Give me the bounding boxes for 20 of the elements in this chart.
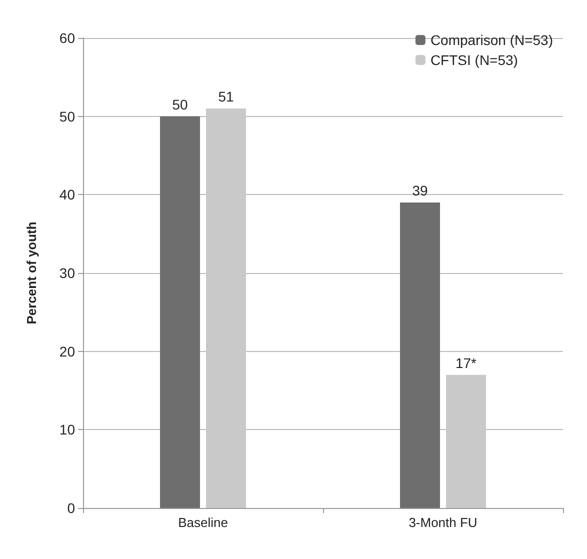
y-tick-label: 50 [59, 108, 76, 124]
x-tick-label: Baseline [178, 515, 228, 530]
data-label: 39 [412, 182, 428, 198]
y-tick-label: 60 [59, 30, 76, 46]
y-tick-label: 30 [59, 265, 76, 281]
x-tick-label: 3-Month FU [408, 515, 478, 530]
data-label: 17* [455, 354, 478, 371]
y-axis-title: Percent of youth [24, 222, 39, 324]
y-tick-label: 10 [59, 422, 76, 438]
bar [160, 116, 200, 508]
legend-label: CFTSI (N=53) [430, 52, 518, 68]
bar [400, 202, 440, 508]
legend-label: Comparison (N=53) [430, 32, 554, 48]
y-tick-label: 40 [59, 186, 76, 203]
y-tick-label: 20 [59, 343, 76, 360]
y-tick-label: 0 [67, 500, 76, 516]
data-label: 50 [172, 96, 188, 112]
bar [206, 108, 246, 508]
bar [446, 374, 486, 508]
data-label: 51 [218, 88, 234, 104]
